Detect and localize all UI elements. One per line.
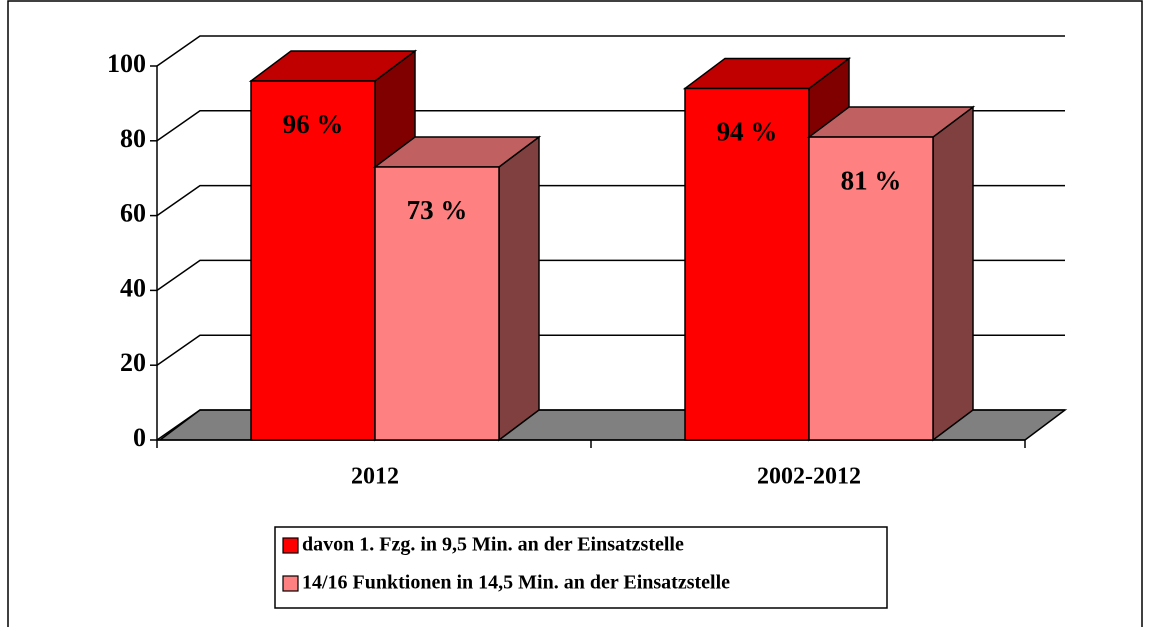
y-tick-label: 100 (107, 49, 146, 78)
bar-side (932, 105, 974, 442)
legend (274, 526, 888, 609)
y-tick-label: 20 (120, 348, 146, 377)
legend-swatch (282, 575, 299, 592)
value-label: 94 % (717, 117, 778, 147)
legend-label: 14/16 Funktionen in 14,5 Min. an der Ein… (302, 572, 730, 594)
y-tick-label: 0 (133, 423, 146, 452)
legend-swatch (282, 537, 299, 554)
x-tick-label: 2002-2012 (757, 464, 861, 490)
y-tick-label: 60 (120, 199, 146, 228)
bar (808, 136, 934, 441)
frame (7, 0, 1143, 627)
value-label: 73 % (407, 195, 468, 225)
grid-line (156, 35, 1065, 67)
x-tick-label: 2012 (351, 464, 399, 490)
bar-side (498, 135, 540, 442)
legend-label: davon 1. Fzg. in 9,5 Min. an der Einsatz… (302, 534, 684, 556)
bar (250, 80, 376, 441)
y-tick-label: 40 (120, 273, 146, 302)
y-tick-label: 80 (120, 124, 146, 153)
value-label: 81 % (841, 165, 902, 195)
value-label: 96 % (283, 109, 344, 139)
bar (374, 166, 500, 441)
